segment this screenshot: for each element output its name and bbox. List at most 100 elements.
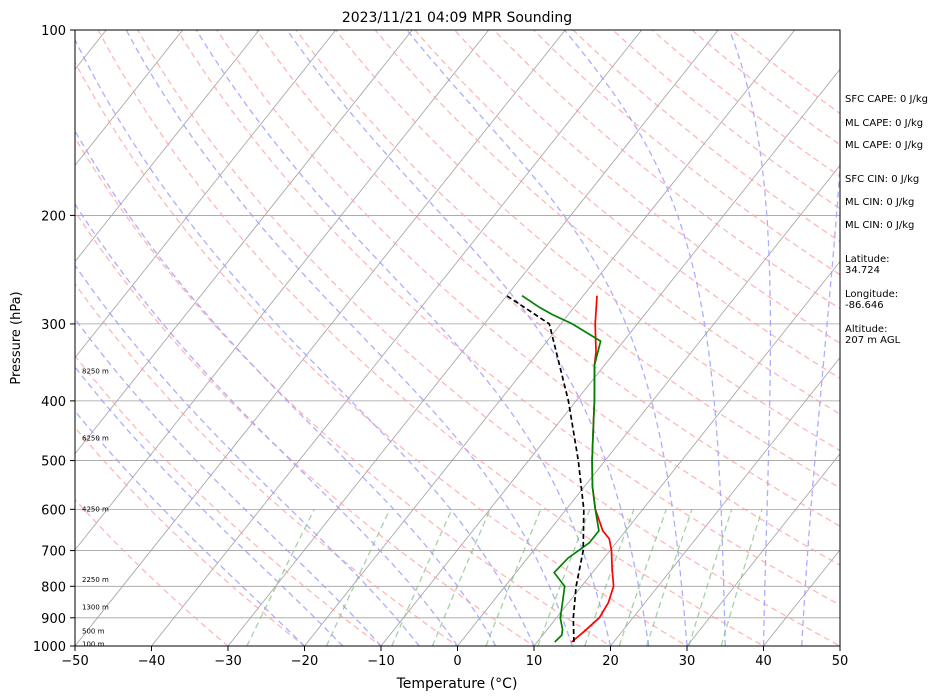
isotherm-line — [75, 30, 566, 646]
dry-adiabat-line — [75, 354, 383, 646]
moist-adiabat-line — [75, 365, 344, 646]
dry-adiabat-line — [255, 30, 840, 527]
x-tick-label: −50 — [61, 654, 88, 669]
mixing-ratio-line — [391, 509, 453, 646]
y-tick-label: 100 — [41, 24, 66, 39]
height-label: 6250 m — [82, 435, 109, 443]
dry-adiabat-line — [75, 282, 459, 646]
dry-adiabat-line — [136, 30, 840, 646]
height-label: 8250 m — [82, 367, 109, 375]
sounding-series — [506, 294, 615, 643]
x-tick-label: −30 — [214, 654, 241, 669]
latitude-value: 34.724 — [845, 265, 880, 276]
mixing-ratio-line — [720, 509, 763, 646]
isotherm-line — [75, 30, 490, 551]
x-tick-label: 30 — [679, 654, 696, 669]
latitude-label: Latitude: — [845, 254, 890, 265]
moist-adiabat-line — [728, 30, 772, 646]
isotherm-line — [686, 453, 840, 646]
dry-adiabat-line — [75, 426, 306, 646]
plot-frame — [74, 29, 841, 647]
dry-adiabat-line — [97, 30, 765, 646]
moist-adiabat-line — [563, 30, 726, 646]
mixing-ratio-line — [431, 509, 491, 646]
chart-title: 2023/11/21 04:09 MPR Sounding — [342, 10, 572, 26]
isotherm-line — [304, 30, 796, 646]
isotherm-line — [380, 68, 840, 646]
altitude-label: Altitude: — [845, 324, 887, 335]
isotherm-line — [75, 30, 260, 263]
y-tick-label: 800 — [41, 580, 66, 595]
moist-adiabat-line — [75, 202, 459, 646]
dry-adiabat-line — [176, 30, 840, 606]
dewpoint-profile-line — [521, 294, 602, 643]
moist-adiabat-line — [75, 129, 497, 646]
moist-adiabat-line — [406, 30, 688, 646]
altitude-value: 207 m AGL — [845, 335, 901, 346]
x-tick-label: 20 — [602, 654, 619, 669]
dry-adiabat-line — [75, 210, 536, 646]
dry-adiabat-line — [691, 30, 840, 146]
y-tick-label: 400 — [41, 395, 66, 410]
dry-adiabat-line — [651, 30, 840, 178]
x-tick-label: 10 — [526, 654, 543, 669]
isotherm-line — [533, 260, 840, 646]
y-tick-label: 200 — [41, 209, 66, 224]
x-tick-label: 0 — [453, 654, 461, 669]
x-tick-label: −20 — [291, 654, 318, 669]
x-tick-label: 50 — [832, 654, 849, 669]
x-axis: −50 −40 −30 −20 −10 0 10 20 30 40 50 — [61, 646, 848, 669]
height-label: 500 m — [82, 627, 105, 635]
isotherm-line — [763, 549, 840, 646]
x-tick-label: 40 — [755, 654, 772, 669]
x-tick-label: −40 — [138, 654, 165, 669]
x-tick-label: −10 — [367, 654, 394, 669]
mixing-ratio-line — [688, 509, 733, 646]
dry-adiabat-line — [75, 61, 689, 646]
y-tick-label: 700 — [41, 545, 66, 560]
isotherm-line — [75, 30, 337, 359]
dry-adiabat-line — [730, 30, 840, 115]
mixing-ratio-line — [584, 509, 635, 646]
moist-adiabat-line — [286, 30, 650, 646]
mixing-ratio-line — [246, 509, 315, 646]
mixing-ratio-line — [537, 509, 591, 646]
height-label: 4250 m — [82, 505, 109, 513]
moist-adiabat-line — [75, 264, 420, 646]
background-lines — [75, 16, 947, 659]
height-labels: 8250 m 6250 m 4250 m 2250 m 1300 m 500 m 100 m — [82, 367, 109, 648]
dry-adiabat-line — [75, 136, 612, 646]
parcel-profile-line — [506, 294, 585, 643]
ml-cin-text-2: ML CIN: 0 J/kg — [845, 220, 914, 231]
isotherm-line — [457, 164, 840, 646]
x-axis-label: Temperature (°C) — [396, 676, 518, 692]
ml-cape-text-2: ML CAPE: 0 J/kg — [845, 140, 923, 151]
isotherm-line — [151, 30, 643, 646]
y-tick-label: 600 — [41, 503, 66, 518]
y-axis-label: Pressure (hPa) — [9, 291, 24, 384]
height-label: 2250 m — [82, 576, 109, 584]
isotherm-line — [75, 30, 184, 166]
y-tick-label: 1000 — [33, 640, 66, 655]
ml-cin-text: ML CIN: 0 J/kg — [845, 197, 914, 208]
isotherm-line — [227, 30, 719, 646]
longitude-label: Longitude: — [845, 289, 898, 300]
dry-adiabat-line — [75, 498, 230, 646]
isotherm-line — [906, 16, 947, 659]
longitude-value: -86.646 — [845, 300, 884, 311]
mixing-ratio-line — [325, 509, 391, 646]
isotherm-line — [610, 356, 840, 646]
moist-adiabat-line — [195, 30, 612, 646]
moist-adiabat-line — [75, 410, 305, 646]
indices-panel: SFC CAPE: 0 J/kg ML CAPE: 0 J/kg ML CAPE… — [845, 94, 928, 346]
sfc-cape-text: SFC CAPE: 0 J/kg — [845, 94, 928, 105]
mixing-ratio-line — [618, 509, 667, 646]
y-axis: 100 200 300 400 500 600 700 800 900 1000 — [33, 24, 75, 655]
ml-cape-text: ML CAPE: 0 J/kg — [845, 118, 923, 129]
sfc-cin-text: SFC CIN: 0 J/kg — [845, 174, 919, 185]
dry-adiabat-line — [453, 30, 840, 344]
mixing-ratio-line — [645, 509, 693, 646]
y-tick-label: 500 — [41, 455, 66, 470]
y-tick-label: 300 — [41, 318, 66, 333]
